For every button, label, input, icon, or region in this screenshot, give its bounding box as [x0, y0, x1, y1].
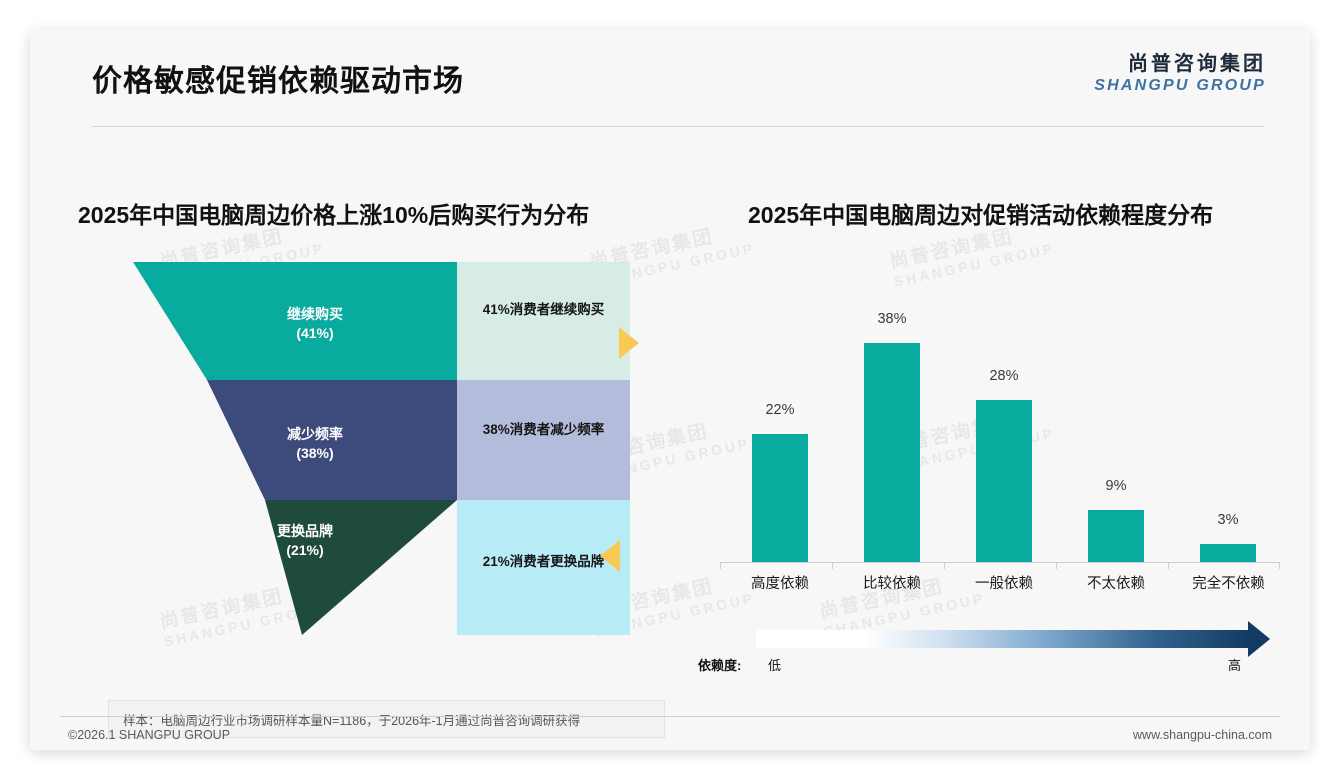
- bar-category-3: 不太依赖: [1087, 576, 1145, 592]
- bar-category-4: 完全不依赖: [1192, 576, 1265, 592]
- x-axis-line: [720, 562, 1280, 563]
- axis-tick: [1168, 563, 1169, 569]
- bar-category-0: 高度依赖: [751, 576, 809, 592]
- arrow-right-icon: [619, 327, 639, 359]
- legend-title: 依赖度:: [698, 658, 742, 673]
- logo-chinese-text: 尚普咨询集团: [1128, 53, 1266, 75]
- funnel-segment-label-3: 更换品牌 (21%): [215, 522, 395, 560]
- funnel-annotation-1: 41%消费者继续购买: [482, 302, 605, 317]
- bar-1[interactable]: [864, 343, 920, 562]
- footnote-box: 样本：电脑周边行业市场调研样本量N=1186，于2026年-1月通过尚普咨询调研…: [108, 700, 665, 738]
- funnel-segment-1: [133, 262, 457, 380]
- funnel-segment-value-3: (21%): [286, 542, 324, 558]
- page-title: 价格敏感促销依赖驱动市场: [92, 65, 464, 98]
- funnel-segment-value-2: (38%): [296, 445, 334, 461]
- funnel-segment-2: [207, 380, 457, 500]
- axis-tick: [1279, 563, 1280, 569]
- slide-card: 尚普咨询集团 SHANGPU GROUP 尚普咨询集团 SHANGPU GROU…: [30, 30, 1310, 750]
- header: 价格敏感促销依赖驱动市场 尚普咨询集团 SHANGPU GROUP: [30, 30, 1310, 122]
- brand-logo: 尚普咨询集团 SHANGPU GROUP: [1094, 52, 1266, 96]
- bar-category-1: 比较依赖: [863, 576, 921, 592]
- funnel-segment-label-1: 继续购买 (41%): [225, 305, 405, 343]
- legend-low-label: 低: [768, 658, 782, 673]
- bar-2[interactable]: [976, 400, 1032, 562]
- funnel-segment-name-1: 继续购买: [287, 306, 343, 322]
- funnel-annotation-2: 38%消费者减少频率: [482, 422, 605, 437]
- copyright-text: ©2026.1 SHANGPU GROUP: [68, 728, 231, 742]
- legend-high-label: 高: [1228, 658, 1242, 673]
- funnel-band-1: [457, 262, 630, 380]
- arrow-left-icon: [600, 540, 620, 572]
- bar-3[interactable]: [1088, 510, 1144, 562]
- bar-value-2: 28%: [989, 368, 1019, 384]
- funnel-segment-3: [265, 500, 457, 635]
- funnel-segment-name-2: 减少频率: [287, 426, 343, 442]
- footer: ©2026.1 SHANGPU GROUP www.shangpu-china.…: [30, 720, 1310, 750]
- gradient-arrow-icon: [1248, 621, 1270, 657]
- funnel-segment-value-1: (41%): [296, 325, 334, 341]
- funnel-segment-name-3: 更换品牌: [277, 523, 333, 539]
- header-divider: [92, 126, 1264, 127]
- axis-tick: [1056, 563, 1057, 569]
- logo-english-text: SHANGPU GROUP: [1094, 77, 1266, 94]
- axis-tick: [944, 563, 945, 569]
- footnote-text: 样本：电脑周边行业市场调研样本量N=1186，于2026年-1月通过尚普咨询调研…: [123, 714, 581, 728]
- funnel-annotation-3: 21%消费者更换品牌: [482, 554, 605, 569]
- axis-tick: [832, 563, 833, 569]
- bar-0[interactable]: [752, 434, 808, 562]
- bar-value-4: 3%: [1217, 512, 1239, 528]
- dependency-bar-chart: 22% 高度依赖 38% 比较依赖 28% 一般依赖 9% 不太依赖 3% 完全…: [720, 280, 1280, 592]
- bar-value-3: 9%: [1105, 478, 1127, 494]
- funnel-shape: [133, 262, 457, 635]
- left-chart-title: 2025年中国电脑周边价格上涨10%后购买行为分布: [78, 202, 590, 228]
- gradient-bar: [756, 630, 1252, 648]
- funnel-chart: 41%消费者继续购买 38%消费者减少频率 21%消费者更换品牌 继续购买 (4…: [30, 30, 690, 750]
- axis-tick: [720, 563, 721, 569]
- bar-value-0: 22%: [765, 402, 795, 418]
- right-chart-title: 2025年中国电脑周边对促销活动依赖程度分布: [748, 202, 1214, 228]
- bar-4[interactable]: [1200, 544, 1256, 562]
- dependency-gradient-legend: 依赖度: 低 高: [698, 621, 1280, 678]
- bar-category-2: 一般依赖: [975, 576, 1033, 592]
- funnel-segment-label-2: 减少频率 (38%): [225, 425, 405, 463]
- footer-divider: [60, 716, 1280, 717]
- website-link[interactable]: www.shangpu-china.com: [1133, 728, 1272, 742]
- funnel-band-2: [457, 380, 630, 500]
- bar-value-1: 38%: [877, 311, 907, 327]
